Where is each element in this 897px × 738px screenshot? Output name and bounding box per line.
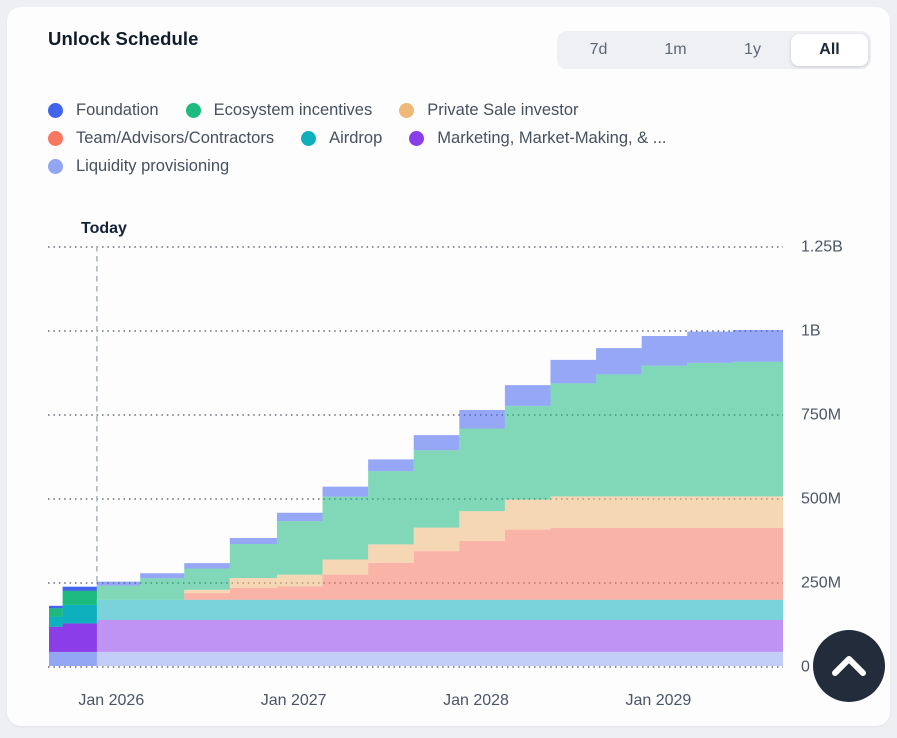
foundation-dot-icon xyxy=(48,103,63,118)
legend-label: Airdrop xyxy=(329,129,383,147)
range-option-1y[interactable]: 1y xyxy=(744,41,761,58)
scroll-to-top-button[interactable] xyxy=(813,630,885,702)
x-axis-label: Jan 2026 xyxy=(78,692,144,709)
legend-label: Foundation xyxy=(76,101,159,119)
legend-label: Private Sale investor xyxy=(427,101,579,119)
today-label: Today xyxy=(81,220,127,237)
stacked-area-bands xyxy=(49,330,783,666)
y-axis-label: 0 xyxy=(801,659,810,676)
band-future xyxy=(49,651,783,666)
legend-item-private-sale-investor[interactable]: Private Sale investor xyxy=(399,101,579,120)
band-past xyxy=(49,586,97,609)
legend-item-foundation[interactable]: Foundation xyxy=(48,101,159,120)
legend-item-ecosystem-incentives[interactable]: Ecosystem incentives xyxy=(185,101,373,120)
marketing-market-making-dot-icon xyxy=(409,131,425,146)
band-future xyxy=(49,330,783,609)
band-future xyxy=(49,619,783,652)
legend-item-marketing-market-making[interactable]: Marketing, Market-Making, & ... xyxy=(409,129,667,148)
band-future xyxy=(49,361,783,617)
legend-label: Marketing, Market-Making, & ... xyxy=(437,129,667,147)
range-option-all[interactable]: All xyxy=(791,34,868,66)
team-advisors-contractors-dot-icon xyxy=(48,131,63,146)
ecosystem-incentives-dot-icon xyxy=(185,103,201,118)
band-past xyxy=(49,604,97,627)
band-past xyxy=(49,590,97,617)
legend-item-airdrop[interactable]: Airdrop xyxy=(301,129,382,148)
legend-label: Liquidity provisioning xyxy=(76,157,230,175)
y-axis-label: 750M xyxy=(801,407,841,424)
x-axis-label: Jan 2028 xyxy=(443,692,509,709)
legend-label: Team/Advisors/Contractors xyxy=(76,129,275,147)
legend-label: Ecosystem incentives xyxy=(213,101,373,119)
private-sale-investor-dot-icon xyxy=(399,103,415,118)
band-past xyxy=(49,623,97,652)
range-option-1m[interactable]: 1m xyxy=(664,41,687,58)
page-title: Unlock Schedule xyxy=(48,28,199,49)
liquidity-provisioning-dot-icon xyxy=(48,159,63,174)
range-option-7d[interactable]: 7d xyxy=(589,41,608,58)
chevron-up-icon xyxy=(832,656,866,676)
band-future xyxy=(49,527,783,617)
range-selector: 7d 1m 1y All xyxy=(557,31,871,69)
band-future xyxy=(49,599,783,627)
band-future xyxy=(49,496,783,617)
y-axis-label: 1.25B xyxy=(801,239,843,256)
legend-item-team-advisors-contractors[interactable]: Team/Advisors/Contractors xyxy=(48,129,274,148)
x-axis-label: Jan 2029 xyxy=(625,692,691,709)
y-axis-label: 1B xyxy=(801,323,821,340)
legend-item-liquidity-provisioning[interactable]: Liquidity provisioning xyxy=(48,157,229,176)
y-axis-label: 500M xyxy=(801,491,841,508)
y-axis-label: 250M xyxy=(801,575,841,592)
x-axis-label: Jan 2027 xyxy=(261,692,327,709)
band-past xyxy=(49,651,97,666)
chart-legend: Foundation Ecosystem incentives Private … xyxy=(48,101,743,176)
airdrop-dot-icon xyxy=(301,131,317,146)
